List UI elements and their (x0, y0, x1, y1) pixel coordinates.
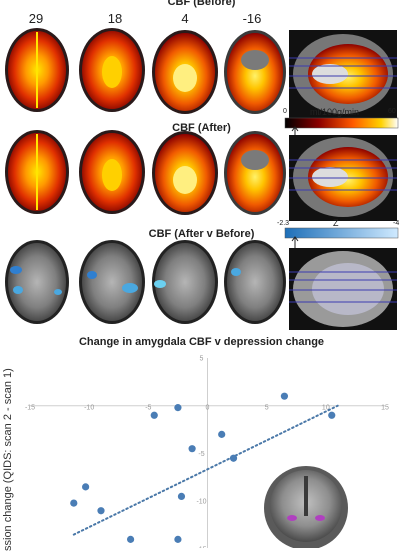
x-tick-label: 5 (265, 405, 269, 412)
x-tick-label: 10 (322, 405, 330, 412)
data-point (70, 499, 78, 507)
scatter-plot: -15 -10 -5 0 5 10 15 5 -5 -10 -15 (25, 356, 389, 548)
colorbar-cbf-unit: ml/100g/min (310, 107, 360, 117)
brain-images (5, 28, 399, 330)
data-point (174, 404, 182, 412)
row1-title: CBF (Before) (167, 0, 236, 8)
brain-figure: CBF (Before) 29 18 4 -16 (5, 0, 400, 330)
data-point (218, 430, 226, 438)
slice-number-neg16: -16 (242, 11, 262, 26)
y-tick-label: -5 (198, 451, 204, 458)
slice-number-4: 4 (181, 11, 189, 26)
colorbar-cbf-max: 60 (388, 108, 396, 115)
data-point (150, 411, 158, 419)
x-tick-label: -5 (145, 405, 151, 412)
data-point (97, 507, 105, 515)
colorbar-z-label: Z (333, 218, 339, 228)
colorbar-z-min: -2.3 (277, 220, 290, 227)
data-point (188, 445, 196, 453)
row2-slices (5, 130, 397, 221)
data-point (280, 392, 289, 400)
data-point (174, 535, 182, 543)
x-tick-label: 15 (381, 405, 389, 412)
x-tick-label: 0 (206, 405, 210, 412)
data-point (177, 492, 186, 501)
y-tick-label: -10 (196, 499, 206, 506)
row3-title: CBF (After v Before) (148, 228, 255, 240)
row2-title: CBF (After) (172, 122, 231, 134)
slice-number-29: 29 (28, 11, 44, 26)
x-tick-label: -10 (84, 405, 94, 412)
colorbar-cbf-min: 0 (283, 108, 287, 115)
y-tick-label: 5 (200, 356, 204, 363)
trendline (72, 404, 339, 536)
coronal-brain-inset (264, 466, 348, 548)
colorbar-z-max: -4 (393, 220, 400, 227)
y-tick-label: -15 (196, 546, 206, 548)
scatter-title: Change in amygdala CBF v depression chan… (78, 336, 325, 348)
x-tick-label: -15 (25, 405, 35, 412)
row3-slices (5, 240, 397, 330)
data-point (82, 483, 90, 491)
data-point (229, 454, 238, 462)
row1-slices (5, 28, 397, 118)
data-point (328, 411, 336, 419)
data-point (126, 535, 135, 543)
slice-number-18: 18 (107, 11, 123, 26)
